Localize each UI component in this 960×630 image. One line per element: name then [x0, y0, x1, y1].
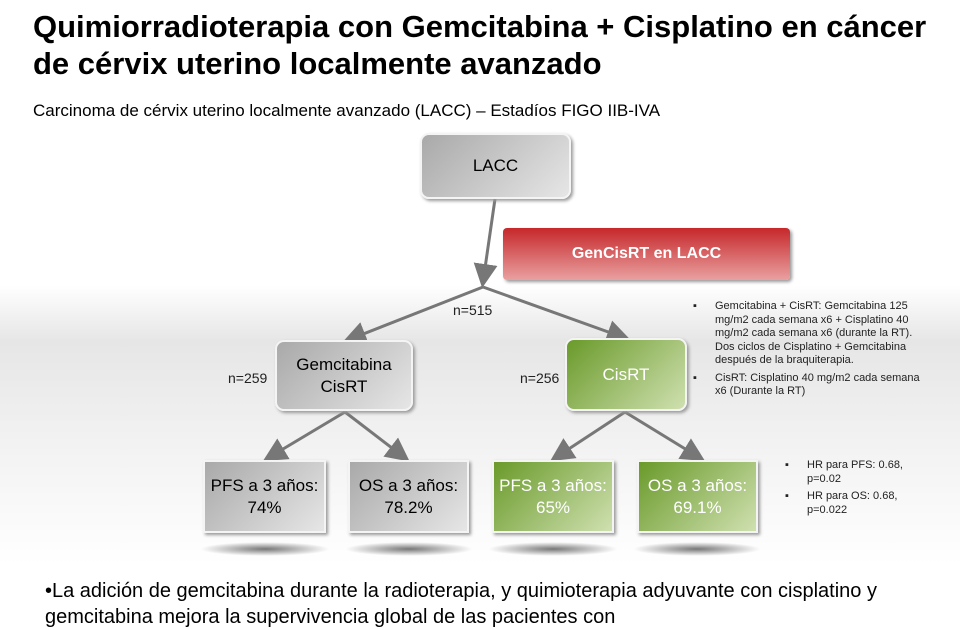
arrow-a-pfs	[262, 410, 346, 462]
arm-a-os-box: OS a 3 años: 78.2%	[348, 460, 469, 533]
regimen-notes: Gemcitabina + CisRT: Gemcitabina 125 mg/…	[693, 300, 923, 403]
arrow-b-pfs	[549, 410, 626, 462]
arm-a-label-1: Gemcitabina	[296, 354, 392, 374]
arm-b-pfs-label: PFS a 3 años:	[499, 475, 607, 495]
regimen-note: Gemcitabina + CisRT: Gemcitabina 125 mg/…	[693, 300, 923, 368]
arrow-arm-a	[342, 285, 484, 345]
arm-b-pfs-box: PFS a 3 años: 65%	[492, 460, 614, 533]
arrow-b-os	[624, 410, 706, 462]
arrow-arm-b	[482, 285, 631, 344]
regimen-note: CisRT: Cisplatino 40 mg/m2 cada semana x…	[693, 372, 923, 399]
box-shadow	[488, 542, 618, 556]
arm-a-box: Gemcitabina CisRT	[275, 340, 413, 411]
arm-a-os-value: 78.2%	[384, 497, 433, 517]
trial-box: GenCisRT en LACC	[503, 228, 790, 280]
arm-b-os-box: OS a 3 años: 69.1%	[637, 460, 758, 533]
hr-note: HR para OS: 0.68, p=0.022	[785, 490, 925, 517]
subtitle: Carcinoma de cérvix uterino localmente a…	[33, 101, 661, 120]
page-title: Quimiorradioterapia con Gemcitabina + Ci…	[33, 9, 927, 81]
box-shadow	[345, 542, 473, 556]
arm-a-pfs-label: PFS a 3 años:	[210, 475, 319, 495]
arm-a-label-2: CisRT	[320, 376, 368, 396]
box-shadow	[633, 542, 761, 556]
arm-a-pfs-value: 74%	[247, 497, 282, 517]
n-arm-b: n=256	[520, 370, 560, 386]
arm-b-os-value: 69.1%	[673, 497, 722, 517]
box-shadow	[200, 542, 330, 556]
lacc-box: LACC	[420, 133, 571, 199]
arrow-root	[473, 198, 498, 288]
hr-notes: HR para PFS: 0.68, p=0.02 HR para OS: 0.…	[785, 459, 925, 521]
arm-a-pfs-box: PFS a 3 años: 74%	[203, 460, 326, 533]
arm-b-box: CisRT	[565, 338, 687, 411]
arm-b-pfs-value: 65%	[535, 497, 571, 517]
hr-note: HR para PFS: 0.68, p=0.02	[785, 459, 925, 486]
arrow-a-os	[344, 410, 410, 462]
n-total: n=515	[453, 302, 493, 318]
n-arm-a: n=259	[228, 370, 268, 386]
arm-a-os-label: OS a 3 años:	[358, 475, 459, 495]
arm-b-os-label: OS a 3 años:	[647, 475, 748, 495]
footer-text: •La adición de gemcitabina durante la ra…	[45, 580, 877, 628]
